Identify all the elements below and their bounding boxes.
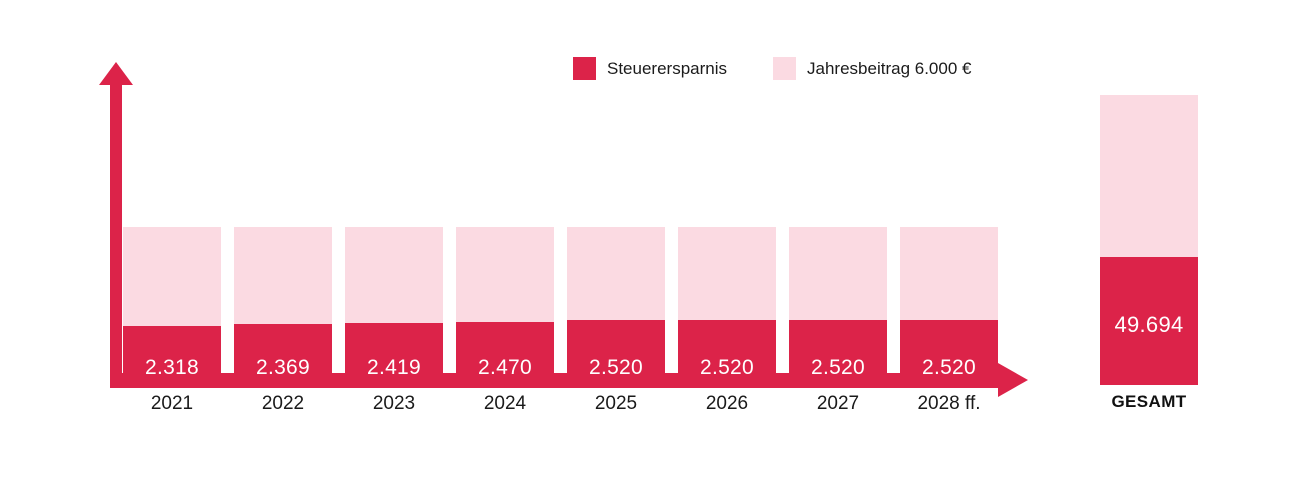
x-axis-label: 2025 <box>594 393 638 414</box>
gesamt-segment-jahresbeitrag <box>1100 95 1198 257</box>
bar-segment-jahresbeitrag <box>123 227 221 326</box>
x-axis-label: 2027 <box>816 393 860 414</box>
bar-segment-jahresbeitrag <box>345 227 443 323</box>
bar-segment-jahresbeitrag <box>456 227 554 322</box>
x-axis-label: 2026 <box>705 393 749 414</box>
x-axis-arrowhead-icon <box>998 363 1028 397</box>
bar-segment-jahresbeitrag <box>234 227 332 324</box>
bar-segment-steuerersparnis: 2.520 <box>789 320 887 379</box>
bar-2025: 2.520 <box>567 227 665 379</box>
x-axis-label: 2021 <box>150 393 194 414</box>
bar-value-label: 2.520 <box>699 356 755 379</box>
gesamt-value-label: 49.694 <box>1114 312 1184 337</box>
x-axis-label: 2022 <box>261 393 305 414</box>
bar-value-label: 2.520 <box>588 356 644 379</box>
jahresbeitrag-swatch-icon <box>773 57 797 80</box>
gesamt-segment-steuerersparnis: 49.694 <box>1100 257 1198 385</box>
bar-segment-jahresbeitrag <box>900 227 998 320</box>
steuerersparnis-swatch-icon <box>573 57 596 80</box>
bar-segment-jahresbeitrag <box>789 227 887 320</box>
bar-2027: 2.520 <box>789 227 887 379</box>
bar-segment-steuerersparnis: 2.520 <box>900 320 998 379</box>
bar-segment-steuerersparnis: 2.520 <box>567 320 665 379</box>
bar-segment-jahresbeitrag <box>678 227 776 320</box>
bar-2024: 2.470 <box>456 227 554 379</box>
bar-2022: 2.369 <box>234 227 332 379</box>
x-axis <box>110 373 998 388</box>
legend: Steuerersparnis Jahresbeitrag 6.000 € <box>573 57 971 80</box>
bar-segment-steuerersparnis: 2.470 <box>456 322 554 379</box>
bar-value-label: 2.318 <box>144 356 200 379</box>
y-axis <box>110 80 122 388</box>
bar-2026: 2.520 <box>678 227 776 379</box>
x-axis-label: 2024 <box>483 393 527 414</box>
legend-label-jahresbeitrag: Jahresbeitrag 6.000 € <box>807 58 972 78</box>
bar-segment-steuerersparnis: 2.419 <box>345 323 443 379</box>
y-axis-arrowhead-icon <box>99 62 133 85</box>
bar-value-label: 2.470 <box>477 356 533 379</box>
bar-segment-steuerersparnis: 2.520 <box>678 320 776 379</box>
bar-value-label: 2.520 <box>921 356 977 379</box>
bar-value-label: 2.520 <box>810 356 866 379</box>
gesamt-axis-label: GESAMT <box>1111 392 1187 411</box>
bar-segment-jahresbeitrag <box>567 227 665 320</box>
bar-2021: 2.318 <box>123 227 221 379</box>
bar-2028-ff-: 2.520 <box>900 227 998 379</box>
gesamt-bar: 49.694 <box>1100 95 1198 385</box>
bar-2023: 2.419 <box>345 227 443 379</box>
bar-value-label: 2.419 <box>366 356 422 379</box>
bar-segment-steuerersparnis: 2.318 <box>123 326 221 379</box>
bar-value-label: 2.369 <box>255 356 311 379</box>
x-axis-label: 2028 ff. <box>917 393 981 414</box>
legend-item-jahresbeitrag: Jahresbeitrag 6.000 € <box>773 57 971 80</box>
bar-segment-steuerersparnis: 2.369 <box>234 324 332 379</box>
x-axis-label: 2023 <box>372 393 416 414</box>
legend-label-steuerersparnis: Steuerersparnis <box>607 58 728 78</box>
legend-item-steuerersparnis: Steuerersparnis <box>573 57 727 80</box>
